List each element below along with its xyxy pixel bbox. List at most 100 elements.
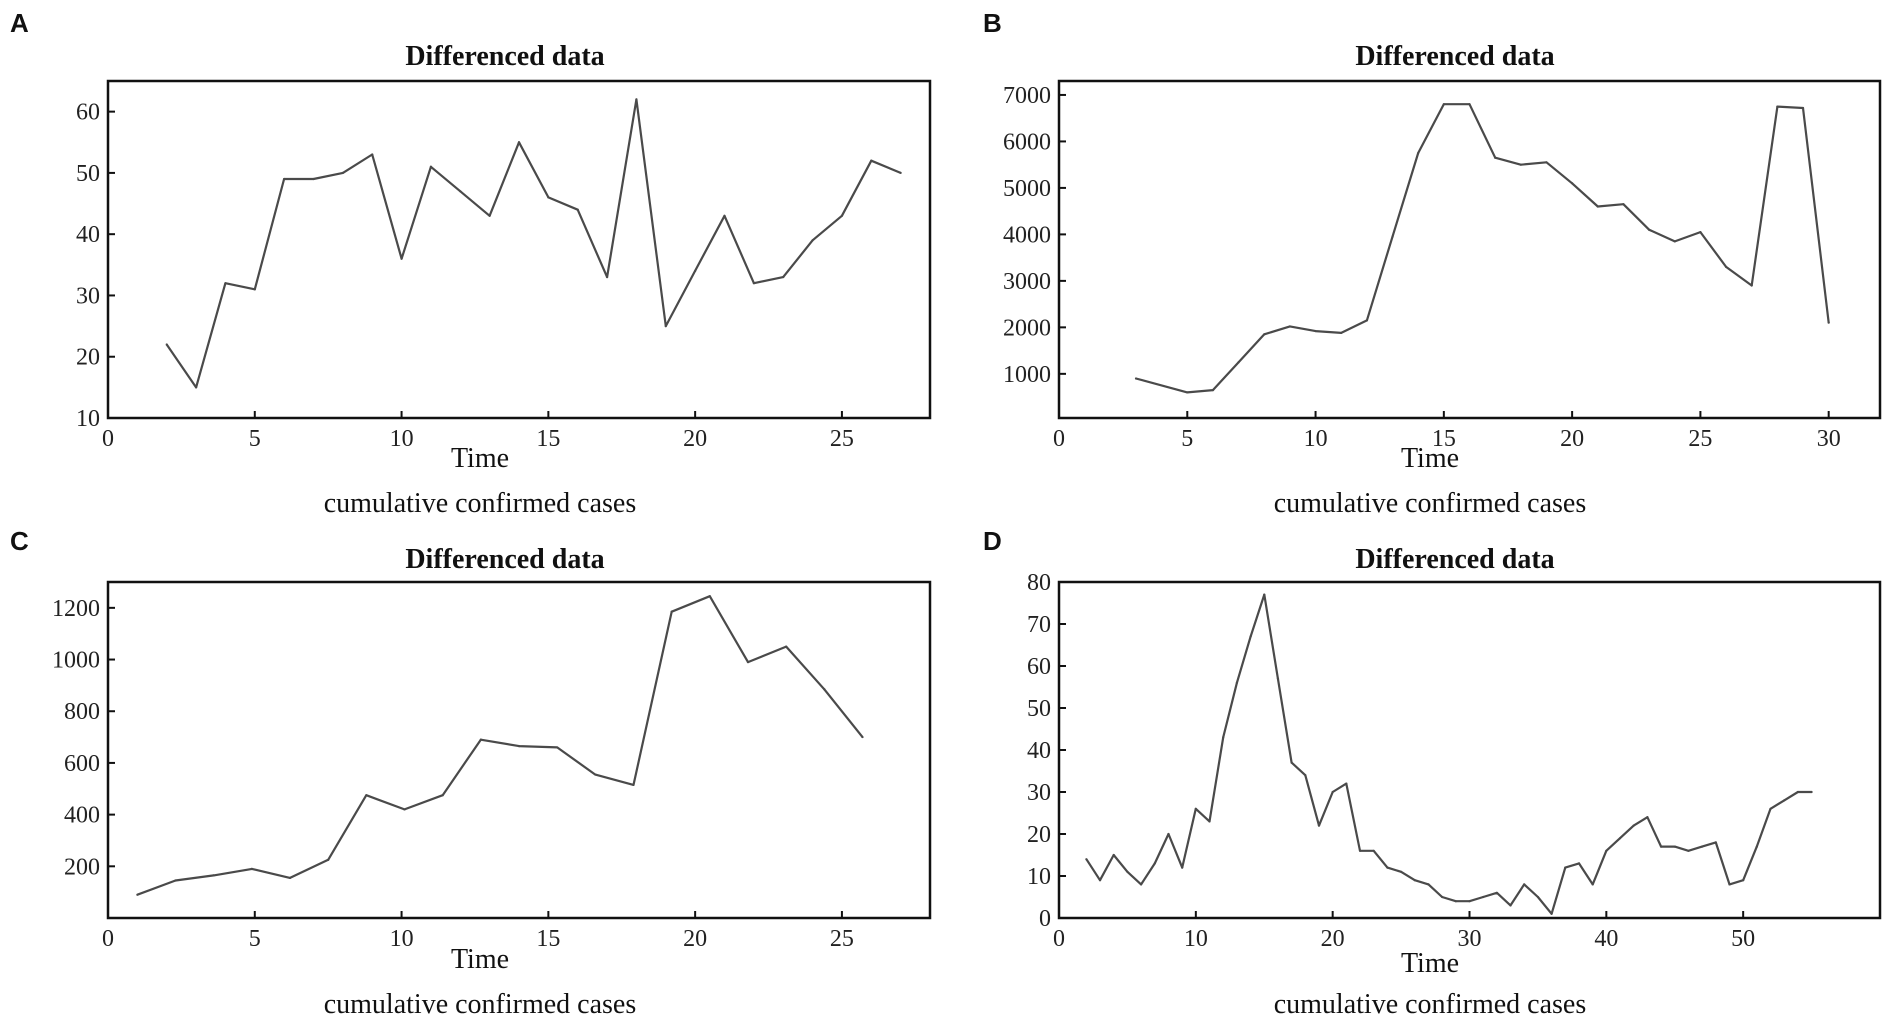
x-tick-label: 0 — [1053, 426, 1065, 452]
chart-caption: cumulative confirmed cases — [324, 488, 637, 519]
data-point — [1769, 807, 1772, 810]
y-tick-label: 2000 — [1003, 315, 1051, 341]
y-tick-label: 20 — [1027, 822, 1051, 848]
y-tick-label: 10 — [76, 406, 100, 432]
x-tick-label: 15 — [1432, 426, 1456, 452]
data-point — [1810, 790, 1813, 794]
x-tick-label: 0 — [1053, 926, 1065, 952]
x-tick-label: 30 — [1817, 426, 1841, 452]
data-point — [556, 746, 559, 749]
data-point — [1345, 782, 1348, 785]
chart-caption: cumulative confirmed cases — [1274, 488, 1587, 519]
data-point — [1427, 883, 1430, 886]
data-point — [365, 794, 368, 797]
panel-letter: B — [983, 8, 1002, 38]
y-tick-label: 10 — [1027, 864, 1051, 890]
data-point — [1755, 845, 1758, 848]
chart-title: Differenced data — [405, 544, 604, 575]
data-point — [1482, 895, 1485, 899]
series-line — [1085, 593, 1812, 915]
data-point — [635, 98, 638, 101]
data-point — [1208, 820, 1211, 823]
data-point — [1728, 883, 1731, 886]
data-point — [1605, 849, 1608, 852]
data-point — [1647, 228, 1651, 231]
panel-letter: C — [10, 526, 29, 556]
data-point — [1714, 841, 1717, 844]
data-point — [811, 239, 814, 242]
x-tick-label: 25 — [830, 426, 854, 452]
data-point — [517, 141, 521, 144]
data-point — [283, 177, 286, 181]
data-point — [664, 324, 667, 328]
data-point — [1618, 837, 1622, 840]
data-point — [1827, 321, 1830, 324]
y-tick-label: 800 — [64, 699, 100, 725]
y-tick-label: 1000 — [1003, 362, 1051, 388]
data-point — [1596, 205, 1599, 208]
y-tick-label: 60 — [76, 100, 100, 126]
data-point — [1441, 895, 1444, 899]
data-point — [708, 595, 711, 598]
y-tick-label: 50 — [1027, 696, 1051, 722]
plot-frame — [1057, 79, 1882, 420]
data-point — [1391, 235, 1394, 238]
y-tick-label: 7000 — [1003, 83, 1051, 109]
x-tick-label: 40 — [1594, 926, 1618, 952]
x-tick-label: 0 — [102, 926, 114, 952]
y-tick-label: 60 — [1027, 654, 1051, 680]
data-point — [136, 893, 139, 896]
data-point — [1372, 849, 1375, 852]
x-tick-label: 15 — [536, 426, 560, 452]
data-point — [1801, 106, 1805, 110]
data-point — [694, 269, 697, 273]
data-point — [1085, 858, 1088, 861]
x-tick-label: 10 — [390, 926, 414, 952]
data-point — [174, 879, 177, 882]
data-point — [371, 153, 374, 156]
data-point — [1417, 151, 1420, 155]
chart-caption: cumulative confirmed cases — [324, 989, 637, 1020]
data-point — [327, 858, 330, 861]
data-point — [312, 177, 315, 181]
data-point — [1550, 912, 1553, 915]
data-point — [1673, 845, 1676, 848]
data-point — [547, 196, 550, 199]
data-point — [459, 190, 462, 193]
data-point — [341, 171, 344, 175]
data-point — [1783, 799, 1786, 802]
x-tick-label: 5 — [249, 426, 261, 452]
y-tick-label: 400 — [64, 803, 100, 829]
data-point — [1796, 790, 1799, 794]
x-tick-label: 50 — [1731, 926, 1755, 952]
x-tick-label: 5 — [249, 926, 261, 952]
x-tick-label: 0 — [102, 426, 114, 452]
data-point — [1687, 849, 1690, 852]
data-point — [782, 275, 785, 279]
data-point — [1776, 105, 1779, 108]
data-point — [576, 208, 579, 211]
x-tick-label: 10 — [390, 426, 414, 452]
data-point — [1340, 331, 1343, 335]
data-point — [1358, 849, 1362, 852]
data-point — [1263, 593, 1266, 596]
data-point — [1564, 866, 1567, 869]
data-point — [1288, 325, 1292, 328]
panel-d: D Differenced data 0 10 20 30 40 50 0 10 20 30 40 50 6… — [983, 526, 1882, 1020]
data-point — [403, 808, 406, 811]
data-point — [1186, 391, 1189, 394]
data-point — [1365, 319, 1368, 322]
x-tick-label: 10 — [1184, 926, 1208, 952]
y-tick-label: 3000 — [1003, 269, 1051, 295]
data-point — [746, 661, 750, 664]
data-point — [1591, 883, 1594, 886]
data-point — [1249, 635, 1252, 638]
y-tick-label: 70 — [1027, 612, 1051, 638]
data-point — [1454, 900, 1457, 903]
data-point — [1237, 361, 1240, 364]
panel-c: C Differenced data 0 5 10 15 20 25 200 400 600 800 1… — [10, 526, 932, 1020]
data-point — [1750, 284, 1753, 287]
data-point — [1140, 883, 1143, 886]
data-point — [1399, 870, 1403, 873]
chart-title: Differenced data — [1355, 41, 1554, 72]
